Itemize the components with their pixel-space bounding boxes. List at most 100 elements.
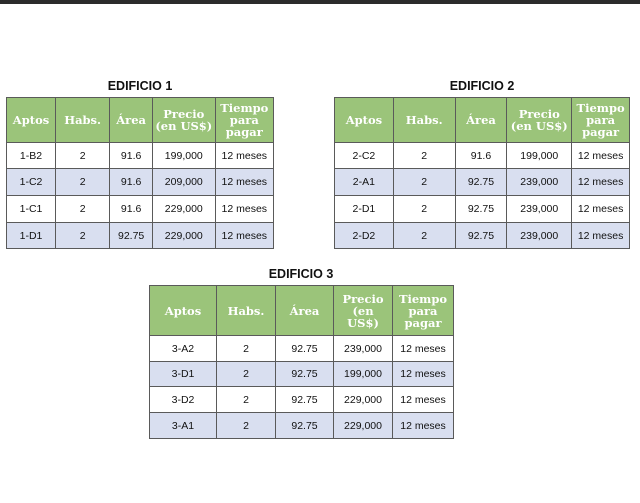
cell-habs: 2 <box>216 335 276 362</box>
edificio-2-block: EDIFICIO 2 Aptos Habs. Área Precio (en U… <box>334 79 630 249</box>
header-area: Área <box>275 285 334 336</box>
header-habs: Habs. <box>55 97 111 143</box>
cell-habs: 2 <box>392 222 456 249</box>
cell-precio: 199,000 <box>333 361 393 387</box>
table-header-row: Aptos Habs. Área Precio (en US$) Tiempo … <box>5 97 275 143</box>
cell-precio: 239,000 <box>506 195 573 223</box>
cell-precio: 229,000 <box>333 412 393 439</box>
cell-apto: 3-A2 <box>149 335 217 362</box>
cell-precio: 229,000 <box>152 195 216 223</box>
cell-area: 92.75 <box>454 195 508 223</box>
cell-habs: 2 <box>55 195 111 223</box>
edificio-1-title: EDIFICIO 1 <box>107 79 173 93</box>
cell-precio: 229,000 <box>333 386 393 413</box>
cell-tiempo: 12 meses <box>392 361 454 387</box>
table-row: 2-A1 2 92.75 239,000 12 meses <box>334 168 630 196</box>
cell-apto: 3-D1 <box>149 361 217 387</box>
header-area: Área <box>454 97 508 143</box>
header-precio: Precio (en US$) <box>506 97 573 143</box>
cell-habs: 2 <box>392 168 456 196</box>
cell-tiempo: 12 meses <box>214 222 275 249</box>
cell-tiempo: 12 meses <box>392 386 454 413</box>
top-border-bar <box>0 0 640 4</box>
cell-apto: 1-B2 <box>5 142 57 169</box>
header-tiempo: Tiempo para pagar <box>392 285 454 336</box>
table-row: 3-A2 2 92.75 239,000 12 meses <box>149 335 454 362</box>
cell-area: 92.75 <box>109 222 153 249</box>
header-aptos: Aptos <box>149 285 217 336</box>
cell-apto: 3-D2 <box>149 386 217 413</box>
table-row: 3-A1 2 92.75 229,000 12 meses <box>149 412 454 439</box>
cell-habs: 2 <box>55 168 111 196</box>
table-row: 2-D2 2 92.75 239,000 12 meses <box>334 222 630 249</box>
cell-apto: 1-C2 <box>5 168 57 196</box>
header-aptos: Aptos <box>5 97 57 143</box>
cell-apto: 1-C1 <box>5 195 57 223</box>
cell-area: 92.75 <box>275 335 334 362</box>
cell-tiempo: 12 meses <box>571 142 630 169</box>
cell-tiempo: 12 meses <box>571 168 630 196</box>
header-tiempo: Tiempo para pagar <box>571 97 630 143</box>
cell-precio: 239,000 <box>333 335 393 362</box>
cell-apto: 1-D1 <box>5 222 57 249</box>
cell-area: 92.75 <box>275 361 334 387</box>
cell-habs: 2 <box>216 386 276 413</box>
cell-habs: 2 <box>392 195 456 223</box>
cell-precio: 229,000 <box>152 222 216 249</box>
header-tiempo: Tiempo para pagar <box>214 97 275 143</box>
cell-habs: 2 <box>55 222 111 249</box>
header-habs: Habs. <box>392 97 456 143</box>
cell-area: 92.75 <box>275 386 334 413</box>
edificio-3-block: EDIFICIO 3 Aptos Habs. Área Precio (en U… <box>149 267 454 439</box>
cell-tiempo: 12 meses <box>392 335 454 362</box>
edificio-1-block: EDIFICIO 1 Aptos Habs. Área Precio (en U… <box>5 79 275 249</box>
table-row: 3-D2 2 92.75 229,000 12 meses <box>149 386 454 413</box>
cell-tiempo: 12 meses <box>214 168 275 196</box>
table-row: 2-D1 2 92.75 239,000 12 meses <box>334 195 630 223</box>
edificio-3-table: Aptos Habs. Área Precio (en US$) Tiempo … <box>149 285 454 439</box>
table-row: 1-C1 2 91.6 229,000 12 meses <box>5 195 275 223</box>
header-area: Área <box>109 97 153 143</box>
edificio-2-title: EDIFICIO 2 <box>449 79 515 93</box>
header-precio: Precio (en US$) <box>152 97 216 143</box>
cell-precio: 239,000 <box>506 168 573 196</box>
cell-area: 91.6 <box>109 168 153 196</box>
cell-tiempo: 12 meses <box>571 195 630 223</box>
cell-area: 91.6 <box>109 195 153 223</box>
cell-area: 92.75 <box>275 412 334 439</box>
edificio-2-table: Aptos Habs. Área Precio (en US$) Tiempo … <box>334 97 630 249</box>
cell-apto: 2-D1 <box>334 195 394 223</box>
table-header-row: Aptos Habs. Área Precio (en US$) Tiempo … <box>149 285 454 336</box>
cell-tiempo: 12 meses <box>214 142 275 169</box>
cell-precio: 199,000 <box>152 142 216 169</box>
cell-area: 92.75 <box>454 222 508 249</box>
cell-habs: 2 <box>216 412 276 439</box>
table-row: 2-C2 2 91.6 199,000 12 meses <box>334 142 630 169</box>
table-row: 3-D1 2 92.75 199,000 12 meses <box>149 361 454 387</box>
edificio-3-title: EDIFICIO 3 <box>268 267 334 281</box>
cell-apto: 2-A1 <box>334 168 394 196</box>
cell-tiempo: 12 meses <box>392 412 454 439</box>
cell-habs: 2 <box>392 142 456 169</box>
header-aptos: Aptos <box>334 97 394 143</box>
cell-tiempo: 12 meses <box>214 195 275 223</box>
header-habs: Habs. <box>216 285 276 336</box>
cell-precio: 199,000 <box>506 142 573 169</box>
cell-apto: 2-D2 <box>334 222 394 249</box>
table-row: 1-D1 2 92.75 229,000 12 meses <box>5 222 275 249</box>
table-header-row: Aptos Habs. Área Precio (en US$) Tiempo … <box>334 97 630 143</box>
cell-area: 91.6 <box>454 142 508 169</box>
table-row: 1-B2 2 91.6 199,000 12 meses <box>5 142 275 169</box>
table-row: 1-C2 2 91.6 209,000 12 meses <box>5 168 275 196</box>
cell-habs: 2 <box>55 142 111 169</box>
cell-area: 92.75 <box>454 168 508 196</box>
cell-tiempo: 12 meses <box>571 222 630 249</box>
cell-precio: 209,000 <box>152 168 216 196</box>
cell-area: 91.6 <box>109 142 153 169</box>
cell-precio: 239,000 <box>506 222 573 249</box>
cell-apto: 3-A1 <box>149 412 217 439</box>
cell-apto: 2-C2 <box>334 142 394 169</box>
header-precio: Precio (en US$) <box>333 285 393 336</box>
edificio-1-table: Aptos Habs. Área Precio (en US$) Tiempo … <box>5 97 275 249</box>
cell-habs: 2 <box>216 361 276 387</box>
